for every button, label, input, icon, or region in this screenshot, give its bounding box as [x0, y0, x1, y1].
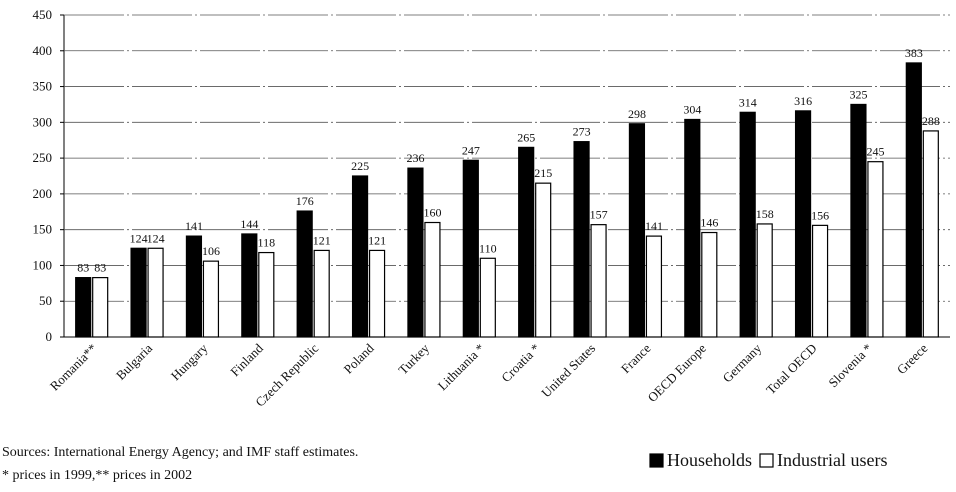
x-tick-label: Total OECD	[763, 341, 820, 398]
value-label: 158	[756, 207, 774, 221]
bar	[241, 233, 258, 338]
bar	[628, 123, 646, 338]
value-label: 225	[351, 159, 369, 173]
x-tick-label: Lithuania *	[435, 341, 488, 394]
value-label: 83	[77, 261, 89, 275]
bar	[701, 231, 718, 338]
value-label: 215	[534, 166, 552, 180]
value-label: 160	[423, 206, 441, 220]
x-tick-label: Hungary	[168, 340, 211, 383]
bar	[147, 247, 164, 338]
x-tick-label: United States	[538, 341, 598, 401]
bar	[684, 118, 701, 338]
legend-swatch	[759, 453, 774, 468]
x-tick-label: Bulgaria	[113, 340, 155, 382]
bar	[296, 210, 313, 338]
value-label: 121	[368, 233, 386, 247]
value-label: 118	[258, 236, 276, 250]
bar	[130, 247, 147, 338]
bar	[258, 251, 275, 338]
legend-label: Households	[667, 450, 752, 470]
value-label: 245	[866, 145, 884, 159]
bar	[811, 224, 829, 338]
bar	[368, 249, 386, 338]
value-label: 83	[94, 261, 106, 275]
bar	[794, 110, 812, 338]
legend-swatch	[649, 453, 664, 468]
value-label: 124	[147, 231, 165, 245]
bar	[535, 182, 552, 338]
bar	[462, 159, 479, 338]
bar	[867, 161, 884, 338]
value-label: 304	[683, 102, 701, 116]
bar	[922, 130, 939, 338]
value-label: 383	[905, 46, 923, 60]
x-tick-label: Greece	[894, 340, 931, 377]
bar	[756, 223, 773, 338]
bar	[407, 167, 424, 338]
value-label: 298	[628, 107, 646, 121]
bar	[424, 221, 441, 338]
y-tick-label: 50	[39, 293, 52, 308]
bar	[351, 175, 369, 338]
value-label: 316	[794, 94, 812, 108]
value-label: 176	[296, 194, 314, 208]
bar	[590, 224, 607, 338]
bar	[313, 249, 330, 338]
value-label: 247	[462, 143, 480, 157]
y-tick-label: 0	[46, 329, 53, 344]
x-tick-label: Germany	[719, 340, 764, 385]
x-tick-label: Poland	[341, 340, 377, 376]
footnote: * prices in 1999,** prices in 2002	[2, 468, 192, 483]
bar	[92, 277, 109, 338]
value-label: 288	[922, 114, 940, 128]
y-tick-label: 400	[33, 43, 53, 58]
y-tick-label: 200	[33, 186, 53, 201]
value-label: 124	[130, 231, 148, 245]
value-label: 106	[202, 244, 220, 258]
bar	[850, 103, 867, 338]
value-label: 144	[240, 217, 258, 231]
bar	[479, 257, 496, 338]
y-tick-label: 250	[33, 150, 53, 165]
value-label: 325	[849, 87, 867, 101]
value-label: 141	[185, 219, 203, 233]
value-label: 146	[700, 216, 718, 230]
y-tick-label: 150	[33, 222, 53, 237]
value-label: 314	[739, 95, 757, 109]
x-tick-label: France	[618, 340, 654, 376]
value-label: 236	[406, 151, 424, 165]
bar	[573, 141, 590, 338]
x-tick-label: Turkey	[395, 340, 432, 377]
y-tick-label: 450	[33, 7, 53, 22]
x-tick-label: Finland	[227, 340, 266, 379]
bar	[202, 260, 220, 338]
bar	[185, 235, 203, 338]
x-tick-label: Romania**	[47, 341, 100, 394]
value-label: 265	[517, 130, 535, 144]
bar	[518, 146, 535, 338]
value-label: 141	[645, 219, 663, 233]
source-note: Sources: International Energy Agency; an…	[2, 445, 358, 460]
value-label: 156	[811, 208, 829, 222]
x-tick-label: Croatia *	[498, 341, 543, 386]
value-label: 110	[479, 241, 497, 255]
y-tick-label: 100	[33, 257, 53, 272]
value-label: 121	[313, 233, 331, 247]
value-label: 157	[590, 208, 608, 222]
x-tick-label: Slovenia *	[825, 341, 875, 391]
bar	[739, 111, 756, 338]
x-tick-label: OECD Europe	[644, 340, 709, 405]
bar	[645, 235, 663, 338]
y-tick-label: 350	[33, 79, 53, 94]
bar	[905, 62, 922, 338]
y-tick-label: 300	[33, 114, 53, 129]
value-label: 273	[573, 125, 591, 139]
bar	[75, 277, 92, 338]
legend-label: Industrial users	[777, 450, 887, 470]
